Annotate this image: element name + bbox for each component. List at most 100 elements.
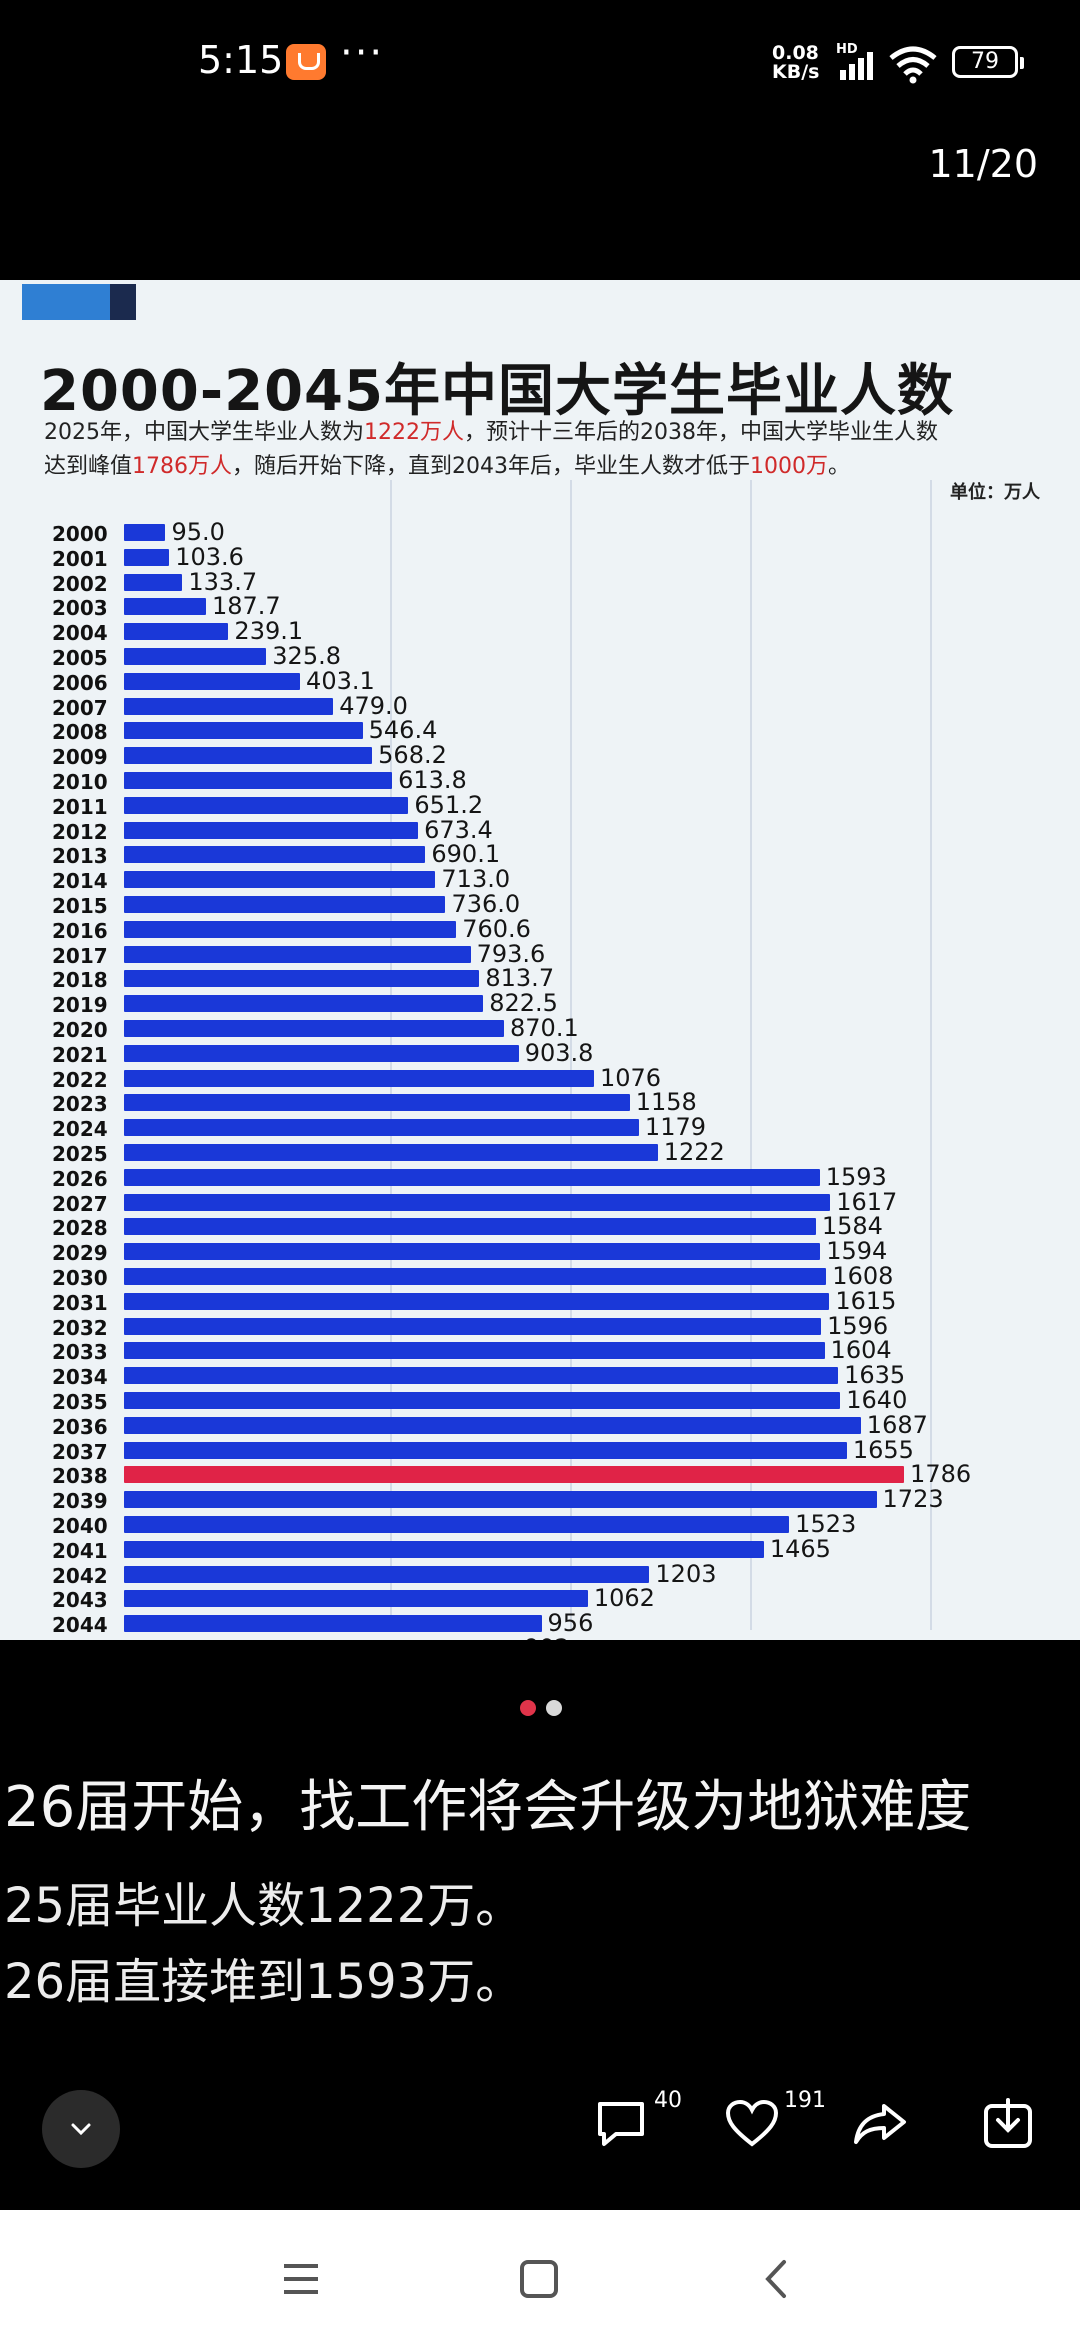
- chart-category-label: 2011: [52, 794, 108, 819]
- shopping-app-notification-icon: [286, 44, 326, 80]
- chart-bar: [124, 1441, 847, 1459]
- chart-bar: [124, 1516, 790, 1533]
- chart-category-label: 2007: [52, 695, 108, 720]
- chart-category-label: 2012: [52, 819, 108, 844]
- back-icon[interactable]: [752, 2254, 802, 2304]
- heart-icon: [725, 2099, 779, 2147]
- chart-bar: [124, 896, 446, 913]
- chart-bar: [124, 1491, 877, 1509]
- chart-bar: [124, 573, 183, 591]
- chart-value-label: 902: [524, 1634, 570, 1640]
- chart-value-label: 1635: [844, 1361, 906, 1390]
- chart-value-label: 1786: [910, 1460, 972, 1489]
- chart-category-label: 2009: [52, 745, 108, 770]
- image-page-indicator: 11/20: [928, 142, 1038, 186]
- chart-bar: [124, 697, 334, 715]
- post-title: 26届开始，找工作将会升级为地狱难度: [4, 1775, 972, 1840]
- chart-bar: [124, 945, 471, 963]
- chart-category-label: 2035: [52, 1390, 108, 1414]
- chart-category-label: 2028: [52, 1216, 108, 1241]
- chart-bar: [124, 970, 480, 988]
- post-body-line: 25届毕业人数1222万。: [4, 1878, 524, 1934]
- chart-value-label: 736.0: [451, 890, 521, 918]
- post-image[interactable]: 2000-2045年中国大学生毕业人数 2025年，中国大学生毕业人数为1222…: [0, 280, 1080, 1640]
- chart-value-label: 1593: [825, 1162, 887, 1191]
- system-navigation-bar: [0, 2210, 1080, 2340]
- chart-category-label: 2030: [52, 1266, 108, 1290]
- chart-category-label: 2005: [52, 646, 108, 670]
- chart-bar: [124, 871, 436, 889]
- chart-value-label: 1596: [827, 1311, 889, 1340]
- chart-value-label: 1465: [769, 1534, 831, 1563]
- carousel-dot[interactable]: [546, 1700, 562, 1716]
- like-button[interactable]: 191: [724, 2088, 834, 2158]
- chart-value-label: 1615: [835, 1286, 897, 1315]
- chart-value-label: 1604: [830, 1336, 892, 1365]
- chart-category-label: 2031: [52, 1290, 108, 1315]
- chart-category-label: 2041: [52, 1538, 108, 1563]
- comment-icon: [598, 2102, 644, 2146]
- chart-category-label: 2002: [52, 571, 108, 596]
- chart-value-label: 1608: [832, 1262, 894, 1290]
- chart-value-label: 1203: [655, 1559, 717, 1588]
- comment-button[interactable]: 40: [594, 2088, 684, 2158]
- chart-category-label: 2001: [52, 546, 108, 571]
- chart-category-label: 2034: [52, 1365, 108, 1390]
- download-button[interactable]: [982, 2098, 1038, 2158]
- chart-bar: [124, 1094, 630, 1112]
- chart-bar: [124, 772, 393, 789]
- network-speed-value: 0.08: [772, 42, 819, 64]
- share-button[interactable]: [852, 2098, 912, 2158]
- chart-value-label: 673.4: [424, 815, 493, 844]
- chart-category-label: 2042: [52, 1563, 108, 1588]
- more-notifications-icon: ···: [340, 30, 385, 76]
- chart-bar: [124, 1193, 831, 1211]
- subtitle-highlight: 1222万人: [364, 420, 464, 445]
- subtitle-text: ，预计十三年后的2038年，中国大学毕业生人数: [464, 420, 938, 445]
- chart-category-label: 2021: [52, 1042, 108, 1067]
- chart-value-label: 325.8: [272, 642, 341, 670]
- status-bar: 5:15 ··· 0.08 KB/s HD 79: [0, 0, 1080, 120]
- chart-value-label: 793.6: [476, 939, 546, 968]
- chart-category-label: 2008: [52, 720, 108, 745]
- chart-bar: [124, 1069, 594, 1087]
- chart-category-label: 2039: [52, 1489, 108, 1514]
- chart-category-label: 2045: [52, 1638, 112, 1640]
- post-body-line: 26届直接堆到1593万。: [4, 1954, 524, 2010]
- battery-indicator: 79: [952, 46, 1024, 78]
- chart-value-label: 903.8: [524, 1038, 594, 1067]
- chart-category-label: 2010: [52, 770, 108, 794]
- cell-signal-icon: HD: [836, 42, 882, 80]
- share-arrow-icon: [854, 2104, 906, 2144]
- chart-bar: [124, 623, 229, 641]
- menu-icon[interactable]: [276, 2254, 326, 2304]
- chart-title: 2000-2045年中国大学生毕业人数: [40, 359, 954, 424]
- collapse-button[interactable]: [42, 2090, 120, 2168]
- chart-category-label: 2017: [52, 943, 108, 968]
- carousel-dot-active[interactable]: [520, 1700, 536, 1716]
- chart-value-label: 651.2: [414, 790, 484, 819]
- chart-value-label: 1723: [882, 1485, 944, 1514]
- chart-bar: [124, 747, 373, 765]
- chart-bar: [124, 796, 409, 814]
- chart-bar: [124, 1590, 588, 1608]
- chart-bar: [124, 1020, 505, 1037]
- chart-bar: [124, 1416, 861, 1434]
- home-icon[interactable]: [514, 2254, 564, 2304]
- chart-category-label: 2029: [52, 1241, 108, 1266]
- chart-category-label: 2000: [52, 522, 108, 546]
- chart-category-label: 2020: [52, 1018, 108, 1042]
- chart-value-label: 1687: [866, 1410, 928, 1439]
- chart-value-label: 479.0: [339, 691, 408, 720]
- chart-value-label: 1640: [846, 1386, 908, 1414]
- chart-value-label: 95.0: [171, 518, 225, 546]
- chart-subtitle-line1: 2025年，中国大学生毕业人数为1222万人，预计十三年后的2038年，中国大学…: [44, 414, 938, 446]
- chart-bar: [124, 1218, 816, 1236]
- chart-bar: [124, 1119, 639, 1137]
- chart-category-label: 2023: [52, 1092, 108, 1117]
- chart-value-label: 713.0: [441, 865, 511, 894]
- chart-bar: [124, 1243, 821, 1261]
- like-count: 191: [784, 2088, 826, 2113]
- chart-bar: [124, 846, 426, 864]
- chart-category-label: 2033: [52, 1340, 108, 1365]
